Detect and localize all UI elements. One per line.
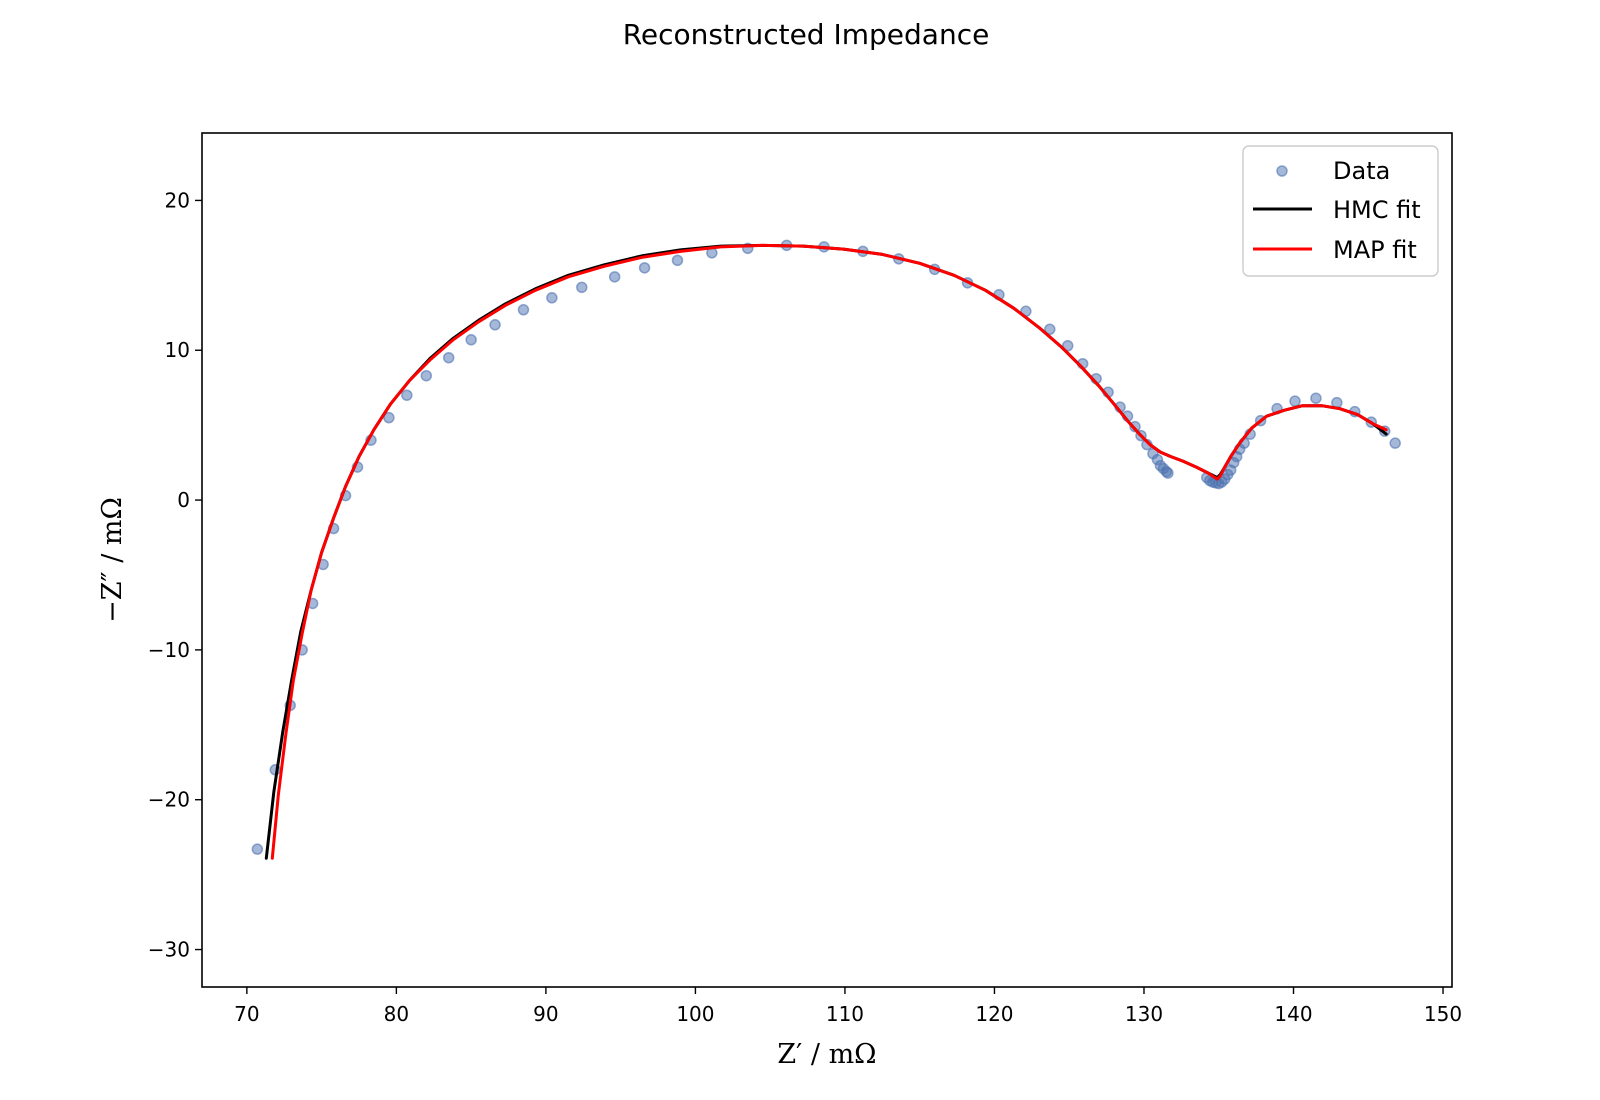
data-point [1044,323,1056,336]
y-tick-label: −20 [148,788,190,812]
y-tick-label: 0 [177,488,190,512]
y-tick-label: 20 [165,188,190,212]
legend-label-hmc: HMC fit [1333,196,1421,224]
x-tick-label: 90 [533,1002,558,1026]
x-tick-label: 140 [1274,1002,1312,1026]
x-tick-label: 80 [384,1002,409,1026]
x-tick-label: 120 [975,1002,1013,1026]
axis-ticks: 70 80 90 100 110 120 130 140 150 −30 −20 −10 0 10 20 [148,188,1462,1026]
x-tick-label: 130 [1125,1002,1163,1026]
data-point [576,281,588,294]
legend-marker-data [1276,165,1288,177]
data-point [671,254,684,267]
x-axis-label: Z′ / mΩ [777,1039,876,1070]
x-tick-label: 150 [1424,1002,1462,1026]
legend-frame [1242,145,1439,277]
plot-area [251,239,1401,860]
x-tick-label: 110 [826,1002,864,1026]
data-point [1289,395,1301,407]
data-point [401,389,413,401]
data-point [442,351,455,364]
y-tick-label: −30 [148,938,190,962]
data-point [1310,392,1322,404]
map-fit-line [270,243,1388,860]
legend-label-map: MAP fit [1333,236,1417,264]
legend-label-data: Data [1333,157,1390,185]
y-axis-label: −Z″ / mΩ [97,497,128,623]
data-point [546,292,558,304]
legend: Data HMC fit MAP fit [1242,145,1439,277]
data-point [251,843,264,855]
y-tick-label: −10 [148,638,190,662]
data-point [517,304,530,316]
x-tick-label: 100 [676,1002,714,1026]
data-point [465,334,477,346]
data-point [1162,467,1174,479]
data-point [420,369,433,382]
x-tick-label: 70 [234,1002,259,1026]
data-point [638,262,651,274]
y-tick-label: 10 [165,338,190,362]
axes-frame [201,132,1453,988]
data-point [608,271,621,283]
chart-title: Reconstructed Impedance [623,18,990,51]
data-point [1389,437,1401,449]
data-point [489,319,501,331]
data-point [383,411,395,424]
data-point [1061,340,1074,352]
